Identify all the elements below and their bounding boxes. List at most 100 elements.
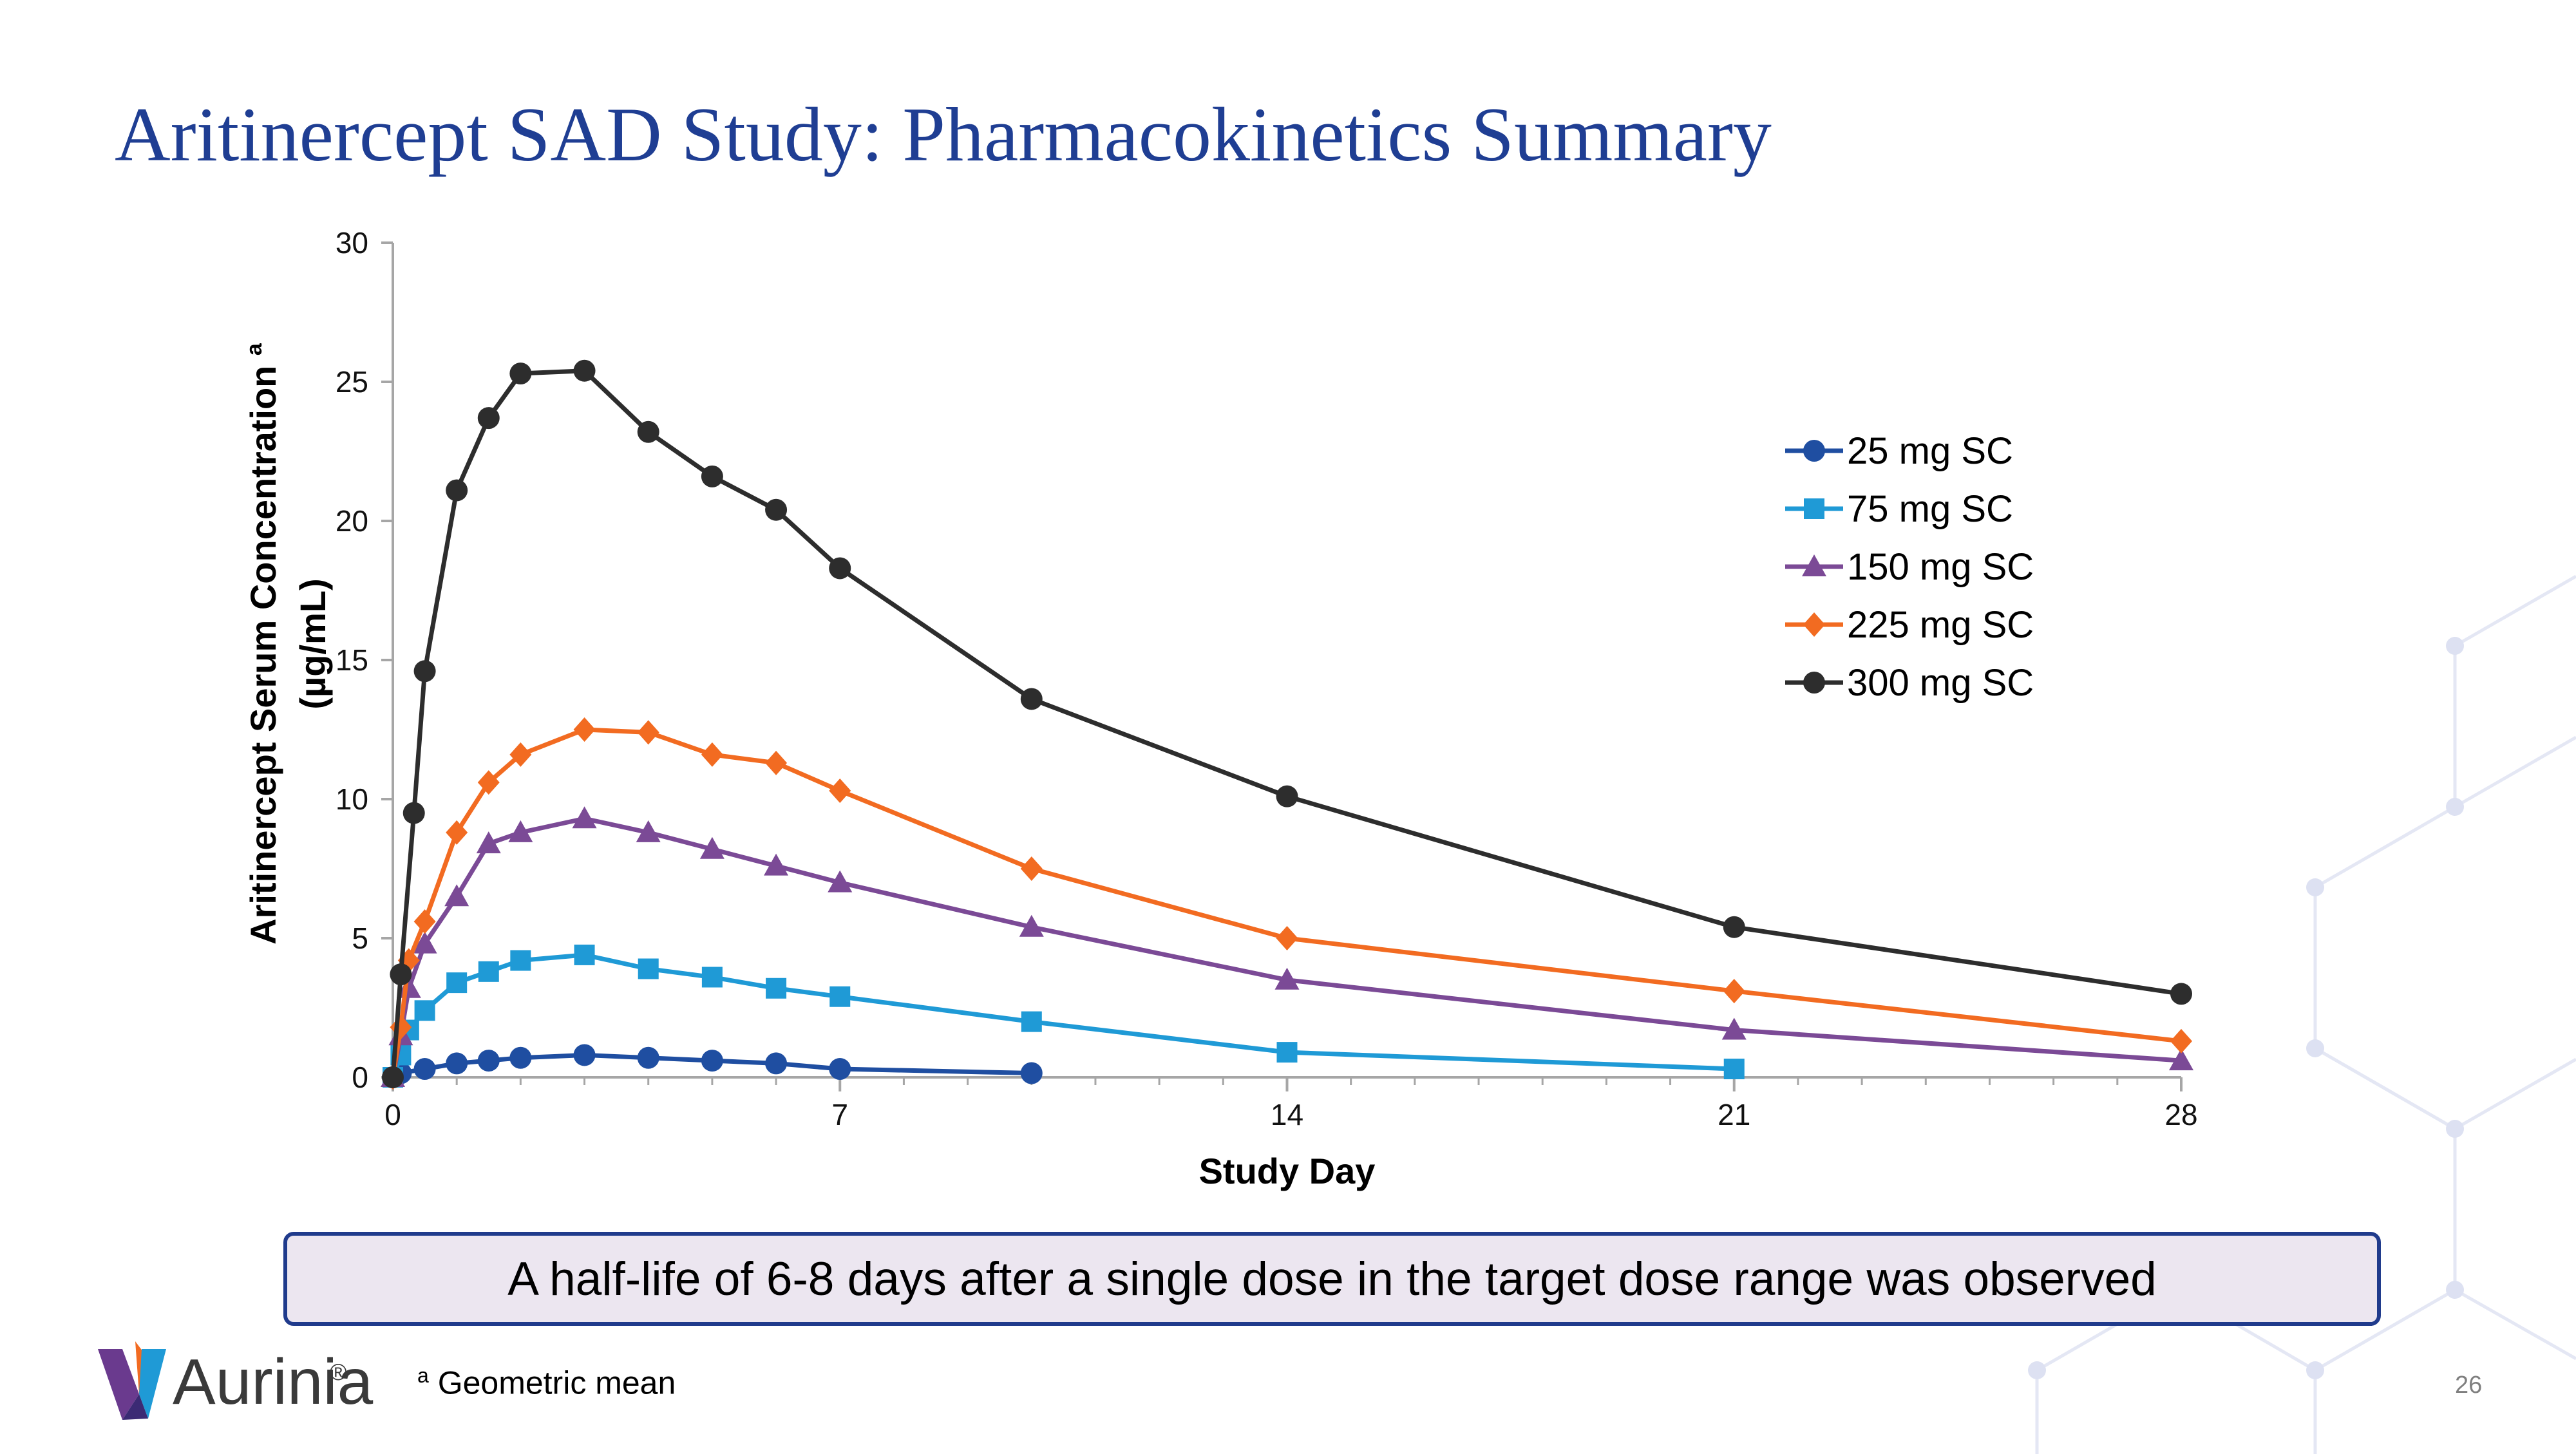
data-point (1723, 979, 1745, 1004)
aurinia-logo-registered: ® (330, 1359, 347, 1385)
y-tick-label: 30 (336, 226, 368, 260)
legend-item-1: 25 mg SC (1785, 430, 2013, 472)
data-point (701, 967, 723, 988)
data-point (2169, 1048, 2193, 1071)
y-axis-title-unit: (µg/mL) (292, 578, 333, 709)
legend-marker (1803, 440, 1825, 462)
data-point (829, 557, 851, 580)
data-point (414, 1000, 435, 1021)
data-point (413, 660, 436, 683)
data-point (476, 831, 501, 854)
y-axis-title-sup: a (242, 343, 267, 355)
x-tick-label: 0 (384, 1098, 401, 1131)
chart-legend: 25 mg SC 75 mg SC 150 mg SC 225 mg SC 300 mg… (1785, 430, 2034, 704)
data-point (390, 963, 412, 986)
data-point (829, 1058, 851, 1081)
data-point (765, 1052, 788, 1075)
data-point (1021, 1011, 1042, 1032)
data-point (829, 986, 851, 1007)
aurinia-logo-mark-icon (98, 1341, 166, 1420)
data-point (446, 820, 468, 845)
data-point (1276, 926, 1298, 950)
data-point (508, 820, 533, 842)
data-point (637, 420, 659, 443)
data-point (765, 498, 788, 521)
data-point (509, 742, 532, 767)
footnote-text: Geometric mean (437, 1364, 676, 1401)
data-point (509, 1046, 532, 1069)
series-1 (382, 1044, 1043, 1088)
data-point (765, 750, 788, 775)
data-point (1019, 914, 1044, 937)
data-point (510, 950, 531, 971)
data-point (477, 770, 500, 795)
footnote-marker: a (417, 1364, 429, 1387)
aurinia-logo (98, 1341, 166, 1420)
series-5 (382, 359, 2192, 1088)
data-point (1723, 1059, 1745, 1080)
data-point (573, 1044, 596, 1066)
data-point (573, 359, 596, 382)
y-tick-label: 10 (336, 782, 368, 816)
data-point (446, 479, 468, 502)
series-line (390, 816, 2182, 1078)
series-4 (382, 717, 2192, 1090)
data-point (446, 1052, 468, 1075)
y-axis-title: Aritinercept Serum Concentration a (242, 343, 283, 945)
series-line (390, 368, 2182, 1078)
legend-marker (1803, 672, 1825, 694)
y-tick-label: 5 (352, 921, 368, 955)
legend-label: 300 mg SC (1847, 662, 2034, 704)
data-point (413, 909, 436, 934)
x-tick-label: 21 (1718, 1098, 1750, 1131)
data-point (477, 407, 500, 430)
legend-item-4: 225 mg SC (1785, 604, 2034, 646)
data-point (1723, 916, 1745, 938)
data-point (446, 972, 468, 994)
data-point (477, 1050, 500, 1072)
series-line (390, 727, 2182, 1078)
data-point (701, 742, 723, 767)
data-point (701, 465, 723, 487)
data-point (1276, 1042, 1298, 1063)
aurinia-logo-text: Aurinia (173, 1346, 374, 1418)
data-point (1276, 785, 1298, 807)
data-point (1020, 856, 1043, 881)
legend-marker (1802, 554, 1826, 576)
data-point (1274, 967, 1300, 990)
data-point (1020, 1062, 1043, 1084)
data-point (637, 1046, 659, 1069)
data-point (764, 853, 789, 876)
footnote: a Geometric mean (417, 1364, 676, 1402)
x-tick-label: 14 (1271, 1098, 1303, 1131)
y-tick-label: 20 (336, 504, 368, 538)
x-axis-title: Study Day (1199, 1151, 1376, 1191)
data-point (382, 1066, 404, 1088)
chart-series (381, 359, 2193, 1090)
chart-axes: 0 5 10 15 20 25 30 0 7 14 21 28 Study Day Aritinercep… (242, 226, 2198, 1191)
y-tick-label: 0 (352, 1061, 368, 1094)
y-tick-label: 15 (336, 643, 368, 677)
page-title: Aritinercept SAD Study: Pharmacokinetics… (115, 91, 1772, 177)
data-point (412, 931, 437, 954)
legend-marker (1804, 498, 1824, 519)
data-point (828, 870, 853, 892)
legend-label: 75 mg SC (1847, 488, 2013, 530)
legend-label: 25 mg SC (1847, 430, 2013, 472)
data-point (2170, 983, 2192, 1005)
x-tick-label: 28 (2164, 1098, 2197, 1131)
data-point (396, 976, 421, 998)
data-point (829, 779, 851, 804)
data-point (444, 884, 469, 907)
legend-marker (1803, 612, 1825, 637)
data-point (573, 717, 596, 742)
data-point (1020, 688, 1043, 710)
y-tick-label: 25 (336, 365, 368, 399)
half-life-callout: A half-life of 6-8 days after a single d… (283, 1232, 2381, 1326)
x-tick-label: 7 (831, 1098, 848, 1131)
data-point (2170, 1028, 2192, 1053)
data-point (413, 1058, 436, 1081)
data-point (574, 944, 595, 965)
